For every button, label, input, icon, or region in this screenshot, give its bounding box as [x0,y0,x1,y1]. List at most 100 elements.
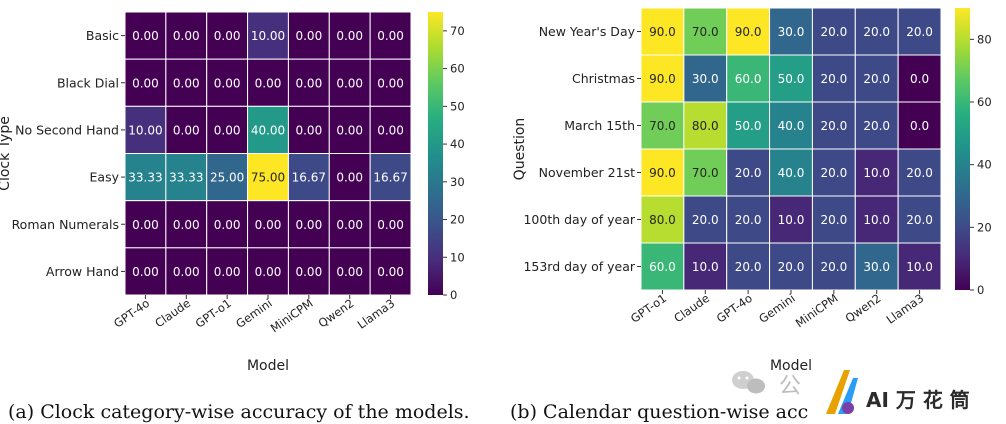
heatmap-cell [854,7,899,56]
cell-value-label: 20.0 [692,213,719,227]
heatmap-cell [287,247,330,296]
heatmap-cell [369,58,412,107]
cell-value-label: 0.00 [336,218,363,232]
x-tick-label: GPT-4o [714,291,755,326]
y-tick-label: March 15th [564,118,635,133]
cell-value-label: 0.00 [295,123,322,137]
x-tick-label: Qwen2 [843,291,884,325]
colorbar-tick-label: 80 [977,32,992,46]
y-tick-label: Arrow Hand [46,264,119,279]
brand-logo-icon [826,370,858,414]
cell-value-label: 16.67 [292,171,326,185]
x-tick-label: Qwen2 [316,296,357,330]
cell-value-label: 20.0 [735,166,762,180]
cell-value-label: 0.00 [214,218,241,232]
cell-value-label: 20.0 [778,260,805,274]
cell-value-label: 0.00 [295,218,322,232]
y-tick-label: Roman Numerals [12,217,119,232]
cell-value-label: 0.00 [377,29,404,43]
cell-value-label: 70.0 [692,166,719,180]
heatmap-cell [124,200,167,249]
calendar-heatmap-panel: 90.0 70.0 90.0 30.0 20.0 20.0 20.0 90.0 30.0 60.0… [512,7,992,374]
colorbar-tick-label: 70 [450,24,465,38]
heatmap-cell [811,54,856,103]
watermark: 公 AI 万 花 筒 [732,370,970,414]
x-tick-label: Gemini [756,291,798,326]
heatmap-cell [640,7,685,56]
heatmap-cell [124,247,167,296]
cell-value-label: 0.00 [336,29,363,43]
x-tick-label: GPT-4o [111,296,152,331]
x-axis-label: Model [247,358,289,374]
colorbar-tick-label: 20 [977,220,992,234]
cell-value-label: 30.0 [778,25,805,39]
colorbar-tick-label: 30 [450,175,465,189]
y-tick-label: Black Dial [57,75,119,90]
heatmap-cell [328,105,371,155]
watermark-glyph: 公 [779,374,801,399]
cell-value-label: 0.00 [295,29,322,43]
x-tick-label: GPT-o1 [193,296,234,331]
cell-value-label: 30.0 [692,72,719,86]
cell-value-label: 80.0 [692,119,719,133]
cell-value-label: 0.00 [255,218,282,232]
cell-value-label: 0.00 [214,76,241,90]
heatmap-cell [206,105,249,155]
cell-value-label: 10.0 [692,260,719,274]
cell-value-label: 20.0 [820,25,847,39]
y-tick-label: November 21st [539,165,635,180]
heatmap-cell [287,105,330,155]
cell-value-label: 20.0 [863,119,890,133]
cell-value-label: 10.0 [906,260,933,274]
cell-value-label: 10.0 [863,213,890,227]
cell-value-label: 60.0 [649,260,676,274]
cell-value-label: 25.00 [210,171,244,185]
colorbar-tick-label: 60 [450,62,465,76]
cell-value-label: 90.0 [649,72,676,86]
cell-value-label: 0.00 [132,218,159,232]
cell-value-label: 0.00 [255,76,282,90]
heatmap-cell [369,105,412,155]
heatmap-cell [726,195,771,244]
cell-value-label: 0.00 [173,218,200,232]
colorbar-tick-label: 40 [977,158,992,172]
heatmap-cell [769,148,813,197]
cell-value-label: 0.00 [214,123,241,137]
x-tick-label: MiniCPM [793,291,841,330]
cell-value-label: 70.0 [649,119,676,133]
heatmap-cell [683,54,728,103]
heatmap-cell [287,58,330,107]
heatmap-cell [769,101,813,150]
colorbar-tick-label: 50 [450,99,465,113]
cell-value-label: 20.0 [735,213,762,227]
cell-value-label: 10.00 [251,29,285,43]
heatmap-cell [726,242,771,291]
cell-value-label: 0.00 [295,265,322,279]
cell-value-label: 20.0 [820,72,847,86]
colorbar-tick-label: 0 [450,288,457,302]
cell-value-label: 33.33 [169,171,203,185]
cell-value-label: 20.0 [820,260,847,274]
heatmap-cell [726,7,771,56]
cell-value-label: 0.00 [173,76,200,90]
cell-value-label: 80.0 [649,213,676,227]
cell-value-label: 10.00 [128,123,162,137]
heatmap-cell [726,101,771,150]
cell-value-label: 16.67 [373,171,407,185]
heatmap-cell [247,105,289,155]
x-tick-label: MiniCPM [268,296,316,335]
cell-value-label: 40.00 [251,123,285,137]
cell-value-label: 0.00 [377,265,404,279]
cell-value-label: 30.0 [863,260,890,274]
heatmap-cell [206,200,249,249]
cell-value-label: 0.00 [132,265,159,279]
colorbar-tick-label: 10 [450,250,465,264]
heatmap-cell [124,11,167,60]
cell-value-label: 0.00 [336,76,363,90]
watermark-brand: AI 万 花 筒 [866,388,970,412]
cell-value-label: 33.33 [128,171,162,185]
heatmap-cell [328,153,371,202]
colorbar-tick-label: 0 [977,283,984,297]
cell-value-label: 90.0 [649,25,676,39]
heatmap-cell [854,54,899,103]
